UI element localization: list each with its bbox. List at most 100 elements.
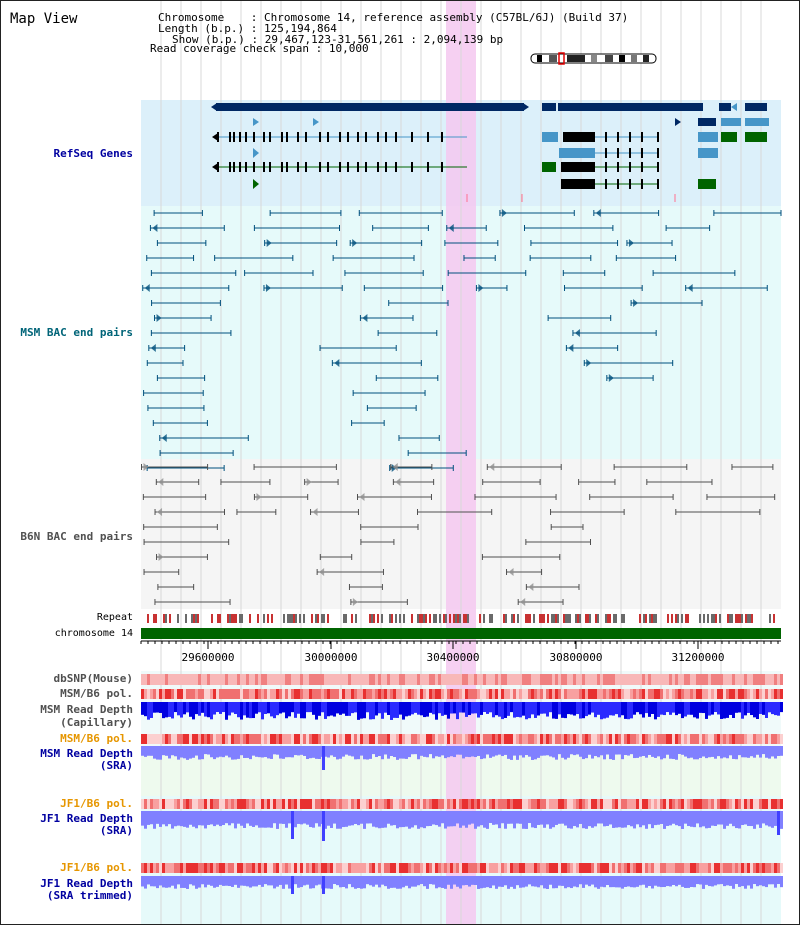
track-label-jf1-b6-pol-2[interactable]: JF1/B6 pol. (60, 861, 133, 874)
jf1-pol-cell (189, 799, 192, 809)
track-label-refseq-genes[interactable]: RefSeq Genes (53, 147, 133, 160)
msm-sra-depth-bar (339, 746, 342, 759)
msm-pol2-cell (225, 734, 228, 744)
msm-sra-depth-bar (375, 746, 378, 758)
capillary-depth-bar (171, 702, 174, 719)
track-label-dbsnp[interactable]: dbSNP(Mouse) (53, 672, 133, 685)
capillary-depth-bar (354, 702, 357, 713)
capillary-depth-bar (525, 702, 528, 720)
bac-end-arrow (144, 284, 150, 292)
track-label-repeat[interactable]: Repeat (96, 612, 133, 623)
jf1-pol-cell (243, 799, 246, 809)
jf1-pol2-cell (186, 863, 189, 873)
jf1-pol2-cell (423, 863, 426, 873)
track-label-chromosome[interactable]: chromosome 14 (54, 628, 133, 639)
jf1-pol-cell (570, 799, 573, 809)
msm-pol-cell (597, 689, 600, 699)
dbsnp-cell (678, 674, 681, 685)
dbsnp-cell (225, 674, 228, 685)
msm-pol-cell (240, 689, 243, 699)
jf1-trimmed-depth-bar (276, 876, 279, 887)
repeat-block (609, 614, 611, 623)
msm-sra-depth-bar (255, 746, 258, 757)
track-label-msm-depth-capillary[interactable]: MSM Read Depth (40, 703, 133, 716)
repeat-block (449, 614, 451, 623)
msm-sra-depth-bar (765, 746, 768, 758)
track-label-b6n-bac[interactable]: B6N BAC end pairs (20, 530, 133, 543)
jf1-pol2-cell (411, 863, 414, 873)
track-label-msm-b6-pol[interactable]: MSM/B6 pol. (60, 687, 133, 700)
dbsnp-cell (183, 674, 186, 685)
dbsnp-cell (639, 674, 642, 685)
gene-exon (253, 162, 255, 172)
jf1-trimmed-depth-bar (597, 876, 600, 889)
track-label-jf1-depth-trimmed-sub: (SRA trimmed) (46, 889, 133, 902)
jf1-pol2-cell (294, 863, 297, 873)
msm-pol-cell (552, 689, 555, 699)
jf1-trimmed-depth-bar (411, 876, 414, 887)
jf1-pol-cell (537, 799, 540, 809)
jf1-trimmed-depth-bar (591, 876, 594, 885)
jf1-trimmed-depth-bar (366, 876, 369, 885)
dbsnp-cell (354, 674, 357, 685)
repeat-block (491, 614, 493, 623)
msm-sra-depth-bar (354, 746, 357, 760)
msm-sra-depth-bar (438, 746, 441, 757)
msm-sra-depth-bar (333, 746, 336, 757)
jf1-pol-cell (411, 799, 414, 809)
track-label-jf1-depth-sra[interactable]: JF1 Read Depth (40, 812, 133, 825)
capillary-depth-bar (705, 702, 708, 719)
dbsnp-cell (189, 674, 192, 685)
show-value: 29,467,123-31,561,261 : 2,094,139 bp (264, 33, 504, 46)
dbsnp-cell (615, 674, 618, 685)
repeat-block (249, 614, 251, 623)
track-label-msm-b6-pol-2[interactable]: MSM/B6 pol. (60, 732, 133, 745)
jf1-pol2-cell (237, 863, 240, 873)
msm-pol2-cell (282, 734, 285, 744)
dbsnp-cell (558, 674, 561, 685)
dbsnp-cell (147, 674, 150, 685)
dbsnp-cell (597, 674, 600, 685)
jf1-pol2-cell (183, 863, 186, 873)
jf1-trimmed-depth-bar (717, 876, 720, 885)
capillary-depth-bar (642, 702, 645, 718)
jf1-pol2-cell (336, 863, 339, 873)
track-label-jf1-b6-pol[interactable]: JF1/B6 pol. (60, 797, 133, 810)
repeat-block (283, 614, 285, 623)
msm-sra-depth-bar (555, 746, 558, 760)
jf1-pol-cell (567, 799, 570, 809)
msm-pol-cell (351, 689, 354, 699)
track-label-msm-bac[interactable]: MSM BAC end pairs (20, 326, 133, 339)
jf1-sra-depth-bar (351, 811, 354, 826)
msm-pol2-cell (750, 734, 753, 744)
dbsnp-cell (507, 674, 510, 685)
msm-pol2-cell (342, 734, 345, 744)
capillary-depth-bar (747, 702, 750, 713)
bac-end-arrow (501, 209, 507, 217)
msm-pol2-cell (507, 734, 510, 744)
capillary-depth-bar (195, 702, 198, 715)
msm-pol-cell (426, 689, 429, 699)
jf1-sra-depth-bar (258, 811, 261, 828)
capillary-depth-bar (546, 702, 549, 717)
dbsnp-cell (459, 674, 462, 685)
jf1-sra-depth-bar (627, 811, 630, 826)
jf1-sra-depth-bar (429, 811, 432, 826)
jf1-pol-cell (720, 799, 723, 809)
jf1-pol-cell (531, 799, 534, 809)
track-label-jf1-depth-trimmed[interactable]: JF1 Read Depth (40, 877, 133, 890)
dbsnp-cell (288, 674, 291, 685)
msm-sra-depth-bar (381, 746, 384, 760)
dbsnp-cell (315, 674, 318, 685)
jf1-sra-depth-bar (636, 811, 639, 825)
jf1-pol2-cell (540, 863, 543, 873)
dbsnp-cell (180, 674, 183, 685)
jf1-pol2-cell (429, 863, 432, 873)
msm-pol-cell (672, 689, 675, 699)
msm-pol-cell (780, 689, 783, 699)
track-label-msm-depth-sra[interactable]: MSM Read Depth (40, 747, 133, 760)
msm-pol2-cell (747, 734, 750, 744)
msm-pol2-cell (360, 734, 363, 744)
msm-sra-depth-bar (336, 746, 339, 760)
